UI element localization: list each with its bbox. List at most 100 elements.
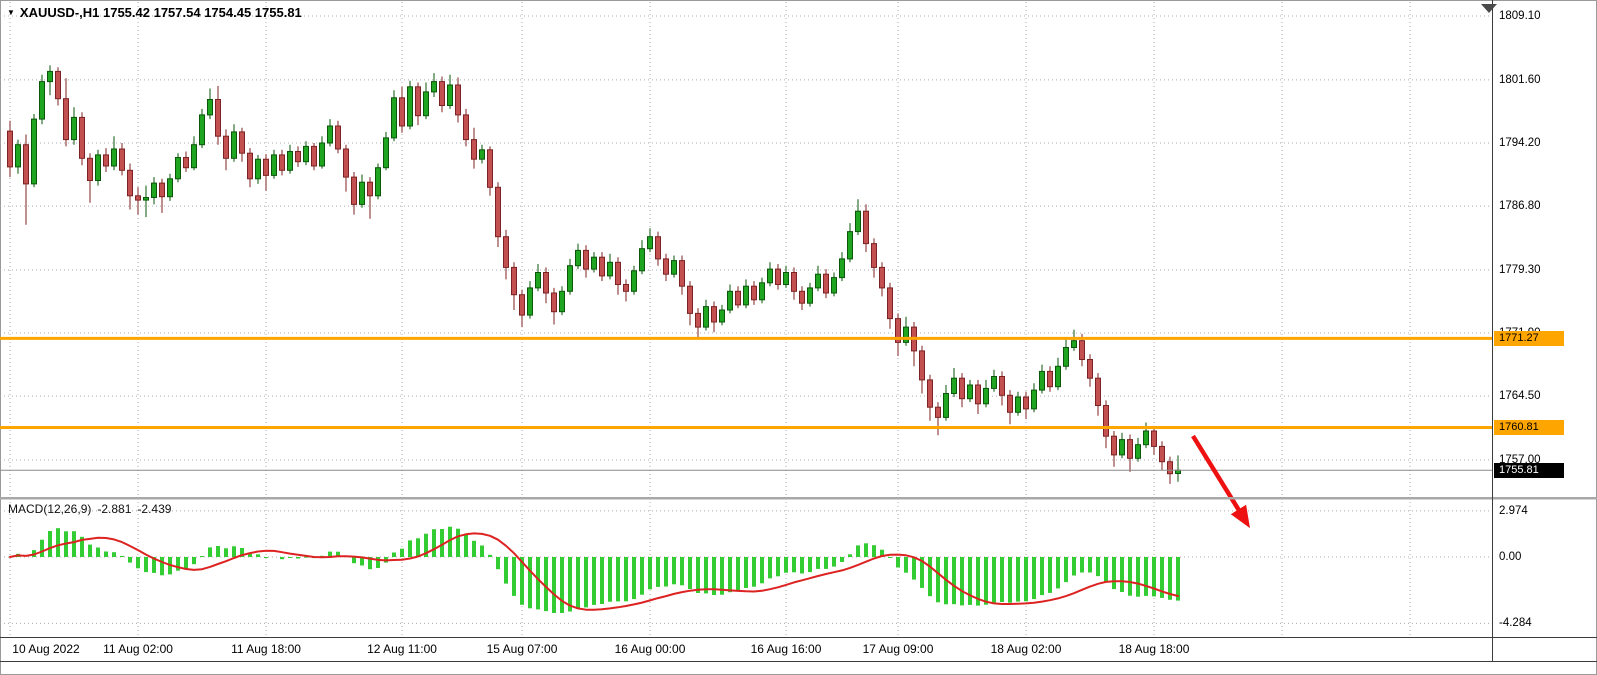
macd-histogram-bar bbox=[592, 557, 596, 605]
bear-candle bbox=[487, 149, 493, 188]
macd-histogram-bar bbox=[1024, 557, 1028, 602]
bull-candle bbox=[319, 142, 325, 167]
macd-histogram-bar bbox=[1048, 557, 1052, 593]
macd-histogram-bar bbox=[648, 557, 652, 590]
bull-candle bbox=[1031, 389, 1037, 410]
bull-candle bbox=[95, 154, 101, 181]
bull-candle bbox=[991, 376, 997, 389]
macd-histogram-bar bbox=[776, 557, 780, 577]
macd-histogram-bar bbox=[1104, 557, 1108, 583]
macd-histogram-bar bbox=[528, 557, 532, 609]
macd-histogram-bar bbox=[1152, 557, 1156, 597]
macd-histogram-bar bbox=[816, 557, 820, 569]
bear-candle bbox=[463, 114, 469, 141]
macd-histogram-bar bbox=[640, 557, 644, 595]
macd-histogram-bar bbox=[160, 557, 164, 576]
chart-shift-marker-icon[interactable] bbox=[1481, 4, 1497, 13]
bear-candle bbox=[343, 148, 349, 178]
macd-histogram-bar bbox=[296, 557, 300, 559]
macd-histogram-bar bbox=[288, 557, 292, 558]
bear-candle bbox=[247, 152, 253, 180]
macd-histogram-bar bbox=[888, 557, 892, 558]
macd-axis-label: 2.974 bbox=[1499, 504, 1528, 517]
macd-axis-label: -4.284 bbox=[1499, 617, 1532, 630]
macd-histogram-bar bbox=[416, 538, 420, 557]
macd-histogram-bar bbox=[792, 557, 796, 573]
bear-candle bbox=[63, 98, 69, 141]
bull-candle bbox=[839, 258, 845, 279]
bull-candle bbox=[255, 158, 261, 180]
bull-candle bbox=[815, 273, 821, 289]
trend-arrow[interactable] bbox=[1191, 434, 1250, 529]
macd-histogram-bar bbox=[608, 557, 612, 602]
symbol-ohlc-header: ▼ XAUUSD-,H1 1755.42 1757.54 1754.45 175… bbox=[7, 5, 302, 20]
macd-histogram-bar bbox=[440, 529, 444, 557]
price-axis-label: 1779.30 bbox=[1499, 264, 1541, 276]
macd-histogram-bar bbox=[600, 557, 604, 604]
bull-candle bbox=[1063, 347, 1069, 367]
bear-candle bbox=[751, 285, 757, 301]
macd-histogram-bar bbox=[208, 547, 212, 557]
bull-candle bbox=[15, 144, 21, 168]
macd-histogram-bar bbox=[1016, 557, 1020, 602]
bear-candle bbox=[655, 236, 661, 260]
macd-histogram-bar bbox=[576, 557, 580, 609]
support-price-tag: 1760.81 bbox=[1494, 420, 1564, 435]
macd-histogram-bar bbox=[136, 557, 140, 569]
bear-candle bbox=[103, 154, 109, 167]
macd-histogram-bar bbox=[80, 536, 84, 557]
bear-candle bbox=[7, 130, 13, 168]
bear-candle bbox=[183, 157, 189, 169]
macd-histogram-bar bbox=[456, 528, 460, 557]
macd-histogram-bar bbox=[248, 553, 252, 557]
macd-histogram-bar bbox=[376, 557, 380, 568]
macd-histogram-bar bbox=[920, 557, 924, 588]
bull-candle bbox=[671, 260, 677, 275]
macd-histogram-bar bbox=[232, 546, 236, 557]
bull-candle bbox=[143, 197, 149, 201]
bull-candle bbox=[855, 210, 861, 233]
macd-histogram-bar bbox=[912, 557, 916, 580]
macd-histogram-bar bbox=[752, 557, 756, 587]
bear-candle bbox=[159, 182, 165, 198]
bull-candle bbox=[1071, 340, 1077, 349]
macd-histogram-bar bbox=[360, 557, 364, 566]
bear-candle bbox=[79, 116, 85, 159]
macd-histogram-bar bbox=[824, 557, 828, 569]
bear-candle bbox=[799, 290, 805, 304]
bull-candle bbox=[951, 377, 957, 395]
panel-splitter[interactable] bbox=[0, 497, 1597, 500]
bear-candle bbox=[415, 86, 421, 117]
bull-candle bbox=[567, 265, 573, 292]
macd-histogram-bar bbox=[192, 557, 196, 565]
bear-candle bbox=[935, 406, 941, 418]
bear-candle bbox=[55, 70, 61, 100]
macd-histogram-bar bbox=[880, 549, 884, 557]
bear-candle bbox=[791, 272, 797, 292]
bull-candle bbox=[903, 326, 909, 343]
bear-candle bbox=[623, 284, 629, 292]
macd-histogram-bar bbox=[368, 557, 372, 570]
macd-histogram-bar bbox=[496, 557, 500, 570]
macd-histogram-bar bbox=[216, 546, 220, 557]
bull-candle bbox=[231, 131, 237, 159]
bull-candle bbox=[431, 81, 437, 93]
time-axis[interactable]: 10 Aug 2022 11 Aug 02:00 11 Aug 18:00 12 Au… bbox=[0, 638, 1597, 661]
macd-histogram-bar bbox=[856, 545, 860, 557]
macd-histogram-bar bbox=[464, 533, 468, 557]
macd-histogram-bar bbox=[56, 528, 60, 557]
bear-candle bbox=[23, 144, 29, 185]
macd-histogram-bar bbox=[936, 557, 940, 603]
bull-candle bbox=[39, 81, 45, 120]
macd-histogram-bar bbox=[72, 531, 76, 557]
macd-histogram-bar bbox=[432, 529, 436, 557]
bear-candle bbox=[1151, 430, 1157, 447]
macd-histogram-bar bbox=[712, 557, 716, 595]
grid-layer bbox=[0, 2, 1492, 637]
bull-candle bbox=[607, 261, 613, 277]
macd-histogram-bar bbox=[408, 540, 412, 557]
macd-histogram-bar bbox=[664, 557, 668, 587]
chart-dropdown-triangle-icon[interactable]: ▼ bbox=[7, 7, 15, 17]
macd-histogram-bar bbox=[552, 557, 556, 613]
